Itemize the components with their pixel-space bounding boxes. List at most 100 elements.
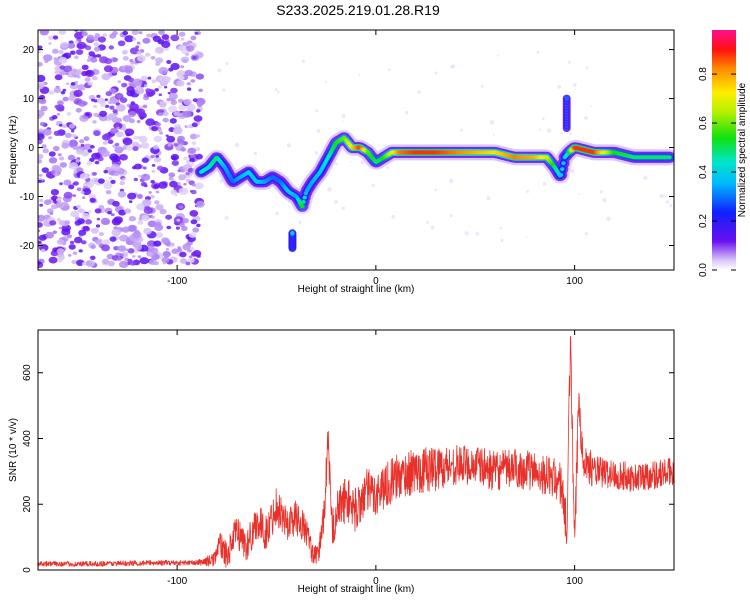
- noise-speckle: [194, 31, 199, 35]
- noise-speckle: [76, 187, 82, 192]
- ridge-mark: [560, 167, 565, 172]
- noise-speckle: [124, 65, 133, 73]
- noise-speckle: [179, 222, 185, 228]
- noise-speckle: [80, 143, 85, 147]
- noise-speckle: [154, 88, 159, 92]
- noise-speckle: [147, 220, 157, 228]
- ridge-mark: [302, 195, 307, 200]
- noise-speckle: [128, 77, 135, 83]
- noise-speckle: [175, 226, 180, 230]
- noise-speckle: [121, 82, 128, 88]
- faint-speckle: [499, 227, 502, 230]
- noise-speckle: [132, 78, 143, 86]
- noise-speckle: [56, 112, 61, 116]
- noise-speckle: [136, 50, 142, 55]
- noise-speckle: [143, 206, 153, 215]
- noise-speckle: [116, 104, 126, 112]
- noise-speckle: [183, 156, 188, 161]
- noise-speckle: [93, 46, 101, 52]
- noise-speckle: [189, 210, 199, 217]
- noise-speckle: [126, 145, 133, 151]
- noise-speckle: [191, 141, 197, 145]
- noise-speckle: [51, 164, 61, 172]
- noise-speckle: [158, 181, 168, 189]
- noise-speckle: [140, 75, 148, 82]
- noise-speckle: [117, 118, 122, 123]
- noise-speckle: [41, 167, 49, 174]
- noise-speckle: [74, 40, 79, 44]
- noise-speckle: [68, 162, 78, 170]
- noise-speckle: [134, 163, 142, 170]
- faint-speckle: [301, 59, 305, 63]
- noise-speckle: [191, 122, 198, 128]
- noise-speckle: [81, 33, 86, 37]
- noise-speckle: [153, 135, 163, 143]
- noise-speckle: [189, 157, 196, 163]
- noise-speckle: [187, 257, 195, 263]
- noise-speckle: [152, 144, 159, 150]
- noise-speckle: [62, 88, 67, 92]
- noise-speckle: [85, 219, 92, 225]
- noise-speckle: [194, 182, 204, 190]
- noise-speckle: [100, 217, 110, 225]
- noise-speckle: [122, 56, 129, 61]
- noise-speckle: [150, 56, 156, 60]
- noise-speckle: [136, 41, 141, 45]
- noise-speckle: [182, 218, 189, 224]
- noise-speckle: [167, 143, 172, 147]
- noise-speckle: [168, 92, 178, 100]
- noise-speckle: [146, 33, 152, 38]
- noise-speckle: [38, 229, 41, 233]
- faint-speckle: [560, 132, 563, 135]
- noise-speckle: [109, 105, 115, 110]
- noise-speckle: [142, 104, 148, 109]
- noise-speckle: [107, 139, 114, 144]
- noise-speckle: [192, 98, 198, 102]
- spectrogram-heatmap: [38, 30, 674, 269]
- noise-speckle: [66, 234, 73, 239]
- noise-speckle: [155, 204, 164, 211]
- spectrogram-x-tick-label: 0: [373, 276, 379, 287]
- noise-speckle: [42, 128, 52, 136]
- noise-speckle: [157, 128, 162, 132]
- noise-speckle: [38, 240, 42, 244]
- noise-speckle: [116, 126, 120, 130]
- noise-speckle: [176, 218, 181, 222]
- noise-speckle: [78, 229, 87, 236]
- noise-speckle: [195, 200, 205, 208]
- noise-speckle: [75, 159, 80, 163]
- noise-speckle: [147, 76, 152, 80]
- noise-speckle: [141, 215, 150, 222]
- noise-speckle: [173, 111, 180, 117]
- noise-speckle: [83, 30, 87, 33]
- noise-speckle: [180, 258, 188, 264]
- noise-speckle: [68, 95, 77, 102]
- faint-speckle: [526, 189, 530, 193]
- spectrogram-x-tick-label: -100: [167, 276, 187, 287]
- noise-speckle: [161, 34, 170, 40]
- noise-speckle: [107, 113, 117, 121]
- noise-speckle: [85, 259, 95, 267]
- noise-speckle: [192, 227, 200, 233]
- noise-speckle: [61, 228, 71, 236]
- faint-speckle: [298, 220, 302, 224]
- noise-speckle: [64, 220, 71, 225]
- noise-speckle: [65, 82, 70, 86]
- snr-frame: [37, 329, 675, 571]
- noise-speckle: [154, 157, 162, 163]
- faint-speckle: [486, 196, 491, 201]
- snr-axes: -100 0 100 0 200 400 600: [22, 330, 674, 587]
- noise-speckle: [137, 255, 142, 259]
- faint-speckle: [315, 109, 319, 113]
- noise-speckle: [84, 77, 91, 82]
- noise-speckle: [177, 169, 181, 172]
- faint-speckle: [464, 231, 469, 236]
- faint-speckle: [341, 120, 344, 122]
- noise-speckle: [151, 169, 156, 173]
- noise-speckle: [186, 45, 195, 52]
- faint-speckle: [274, 88, 278, 92]
- noise-speckle: [122, 177, 126, 181]
- noise-speckle: [56, 239, 65, 245]
- noise-speckle: [155, 57, 164, 64]
